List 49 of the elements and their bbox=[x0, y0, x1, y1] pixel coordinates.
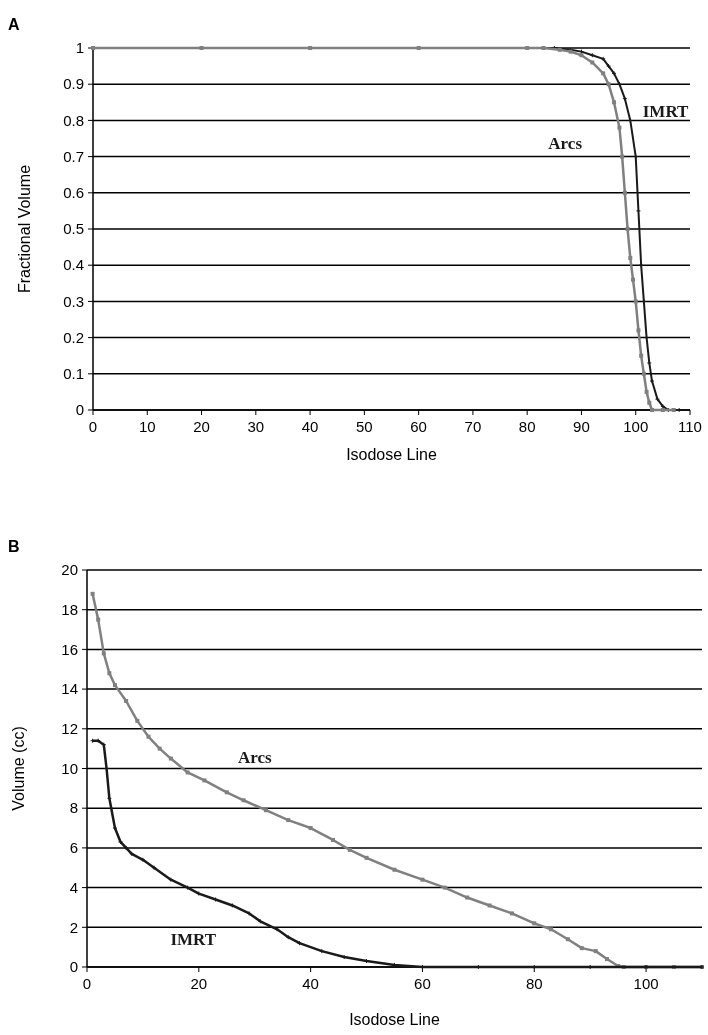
x-tick-label: 20 bbox=[190, 975, 208, 992]
x-tick-label: 110 bbox=[678, 418, 702, 435]
x-tick-label: 100 bbox=[623, 418, 649, 435]
x-axis-title: Isodose Line bbox=[346, 446, 437, 463]
y-tick-label: 14 bbox=[61, 680, 78, 698]
x-tick-label: 10 bbox=[138, 418, 156, 435]
series-label: IMRT bbox=[642, 101, 690, 121]
y-tick-label: 6 bbox=[69, 839, 78, 857]
y-tick-label: 0 bbox=[69, 958, 78, 976]
x-tick-label: 100 bbox=[633, 975, 659, 992]
y-tick-label: 0.5 bbox=[63, 220, 84, 238]
y-tick-label: 18 bbox=[61, 600, 78, 618]
y-tick-label: 2 bbox=[69, 918, 78, 936]
x-tick-label: 40 bbox=[301, 418, 319, 435]
y-tick-label: 0.1 bbox=[63, 365, 84, 383]
x-tick-label: 80 bbox=[518, 418, 536, 435]
y-tick-label: 0.4 bbox=[63, 256, 84, 274]
y-tick-label: 10 bbox=[61, 759, 78, 777]
series-label: IMRT bbox=[170, 930, 217, 950]
y-tick-label: 20 bbox=[61, 561, 78, 579]
x-tick-label: 60 bbox=[414, 975, 431, 992]
x-tick-label: 50 bbox=[356, 418, 373, 435]
series-label: Arcs bbox=[237, 747, 272, 767]
y-tick-label: 0.2 bbox=[63, 328, 84, 346]
y-tick-label: 12 bbox=[61, 720, 78, 738]
x-tick-label: 70 bbox=[464, 418, 482, 435]
x-axis-title: Isodose Line bbox=[349, 1011, 440, 1028]
x-tick-label: 80 bbox=[525, 975, 543, 992]
y-tick-label: 0.7 bbox=[63, 147, 84, 165]
y-tick-label: 0.6 bbox=[63, 184, 84, 202]
chart-title: B bbox=[8, 538, 20, 555]
y-tick-label: 4 bbox=[69, 878, 78, 896]
y-tick-label: 0 bbox=[75, 401, 84, 419]
x-tick-label: 40 bbox=[302, 975, 319, 992]
x-tick-label: 60 bbox=[410, 418, 427, 435]
chart-title: A bbox=[8, 16, 20, 33]
y-axis-title: Volume (cc) bbox=[10, 726, 27, 811]
text: Arcs bbox=[548, 134, 583, 154]
y-tick-label: 0.3 bbox=[63, 292, 84, 310]
y-tick-label: 0.9 bbox=[63, 75, 84, 93]
y-tick-label: 8 bbox=[69, 799, 78, 817]
y-tick-label: 16 bbox=[61, 640, 78, 658]
x-tick-label: 90 bbox=[573, 418, 590, 435]
y-tick-label: 0.8 bbox=[63, 111, 84, 129]
x-tick-label: 0 bbox=[88, 418, 98, 435]
x-tick-label: 20 bbox=[193, 418, 210, 435]
x-tick-label: 30 bbox=[247, 418, 265, 435]
y-axis-title: Fractional Volume bbox=[16, 164, 33, 294]
y-tick-label: 1 bbox=[75, 39, 84, 57]
